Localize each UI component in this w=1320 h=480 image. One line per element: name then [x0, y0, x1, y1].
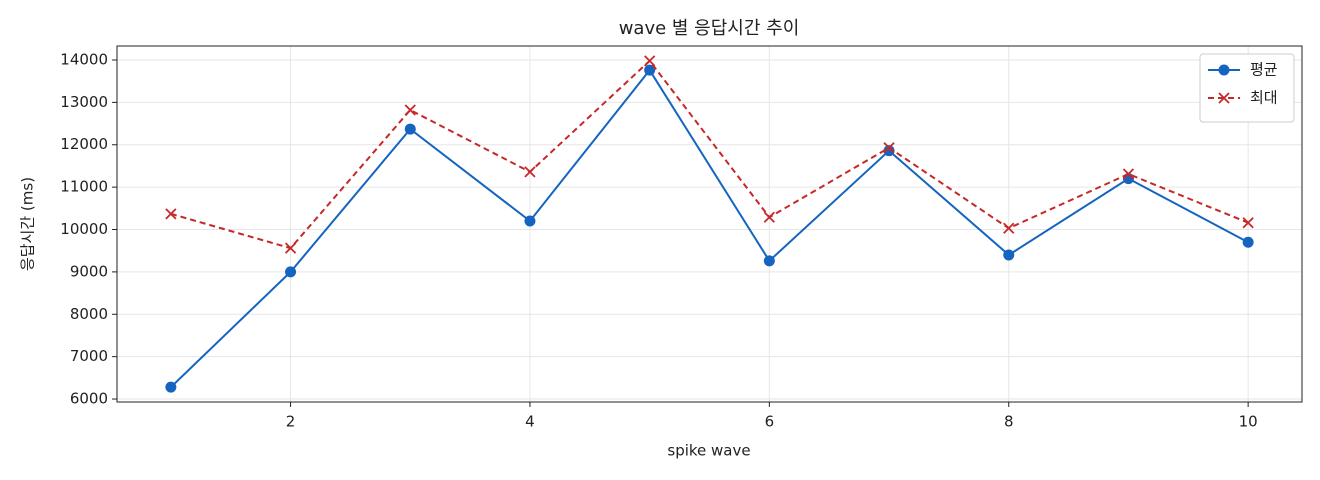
line — [170, 68, 1249, 388]
marker — [763, 211, 775, 223]
y-tick-label: 11000 — [60, 178, 108, 196]
y-tick-label: 13000 — [60, 93, 108, 111]
marker — [644, 55, 656, 67]
marker — [1003, 222, 1015, 234]
line — [170, 59, 1249, 250]
y-tick-label: 6000 — [70, 390, 108, 408]
marker — [285, 266, 297, 278]
legend-marker — [1218, 64, 1230, 76]
x-tick-label: 2 — [286, 413, 296, 431]
plot-frame — [116, 45, 1303, 403]
marker — [524, 166, 536, 178]
marker — [883, 145, 895, 157]
marker — [165, 208, 177, 220]
marker — [644, 64, 656, 76]
chart-title: wave 별 응답시간 추이 — [619, 18, 800, 39]
x-tick-label: 8 — [1004, 413, 1014, 431]
legend-marker — [1218, 92, 1230, 104]
marker — [1122, 168, 1135, 180]
marker — [763, 255, 775, 267]
y-tick-label: 9000 — [70, 262, 108, 280]
legend-box — [1199, 53, 1295, 123]
y-axis-label: 응답시간 (ms) — [19, 177, 37, 271]
x-tick-label: 6 — [765, 413, 775, 431]
marker — [284, 242, 297, 254]
marker — [883, 142, 895, 154]
marker — [404, 123, 416, 135]
y-tick-label: 7000 — [70, 347, 108, 365]
y-tick-label: 8000 — [70, 305, 108, 323]
marker — [1242, 236, 1254, 248]
legend-label: 최대 — [1250, 89, 1278, 107]
marker — [1003, 249, 1015, 261]
marker — [404, 104, 416, 116]
x-tick-label: 10 — [1239, 413, 1258, 431]
x-tick-label: 4 — [525, 413, 535, 431]
y-tick-label: 10000 — [60, 220, 108, 238]
x-axis-label: spike wave — [667, 442, 750, 460]
marker — [165, 381, 177, 393]
y-tick-label: 12000 — [60, 135, 108, 153]
legend-label: 평균 — [1250, 61, 1278, 79]
y-tick-label: 14000 — [60, 50, 108, 68]
marker — [524, 215, 536, 227]
marker — [1242, 217, 1254, 229]
